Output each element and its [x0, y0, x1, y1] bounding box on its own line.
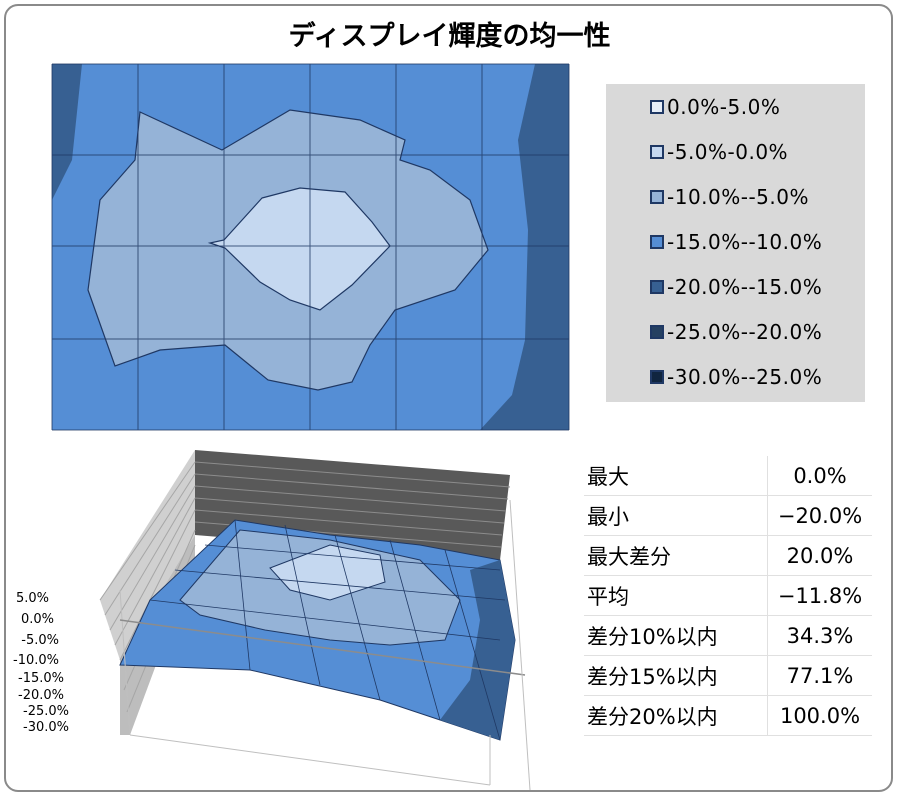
z-tick-label: 5.0%	[15, 591, 49, 606]
legend-swatch	[650, 280, 664, 294]
stat-label: 差分20%以内	[584, 695, 768, 736]
stat-value: 0.0%	[767, 456, 872, 496]
table-row: 最小 −20.0%	[584, 495, 872, 536]
z-tick-label: -10.0%	[13, 653, 59, 668]
legend-label: -20.0%--15.0%	[667, 275, 823, 299]
legend-label: 0.0%-5.0%	[667, 95, 781, 119]
z-tick-label: 0.0%	[20, 612, 54, 627]
legend-swatch	[650, 235, 664, 249]
legend-label: -25.0%--20.0%	[667, 320, 823, 344]
stat-value: 100.0%	[767, 695, 872, 736]
table-row: 差分20%以内 100.0%	[584, 695, 872, 736]
legend-swatch	[650, 100, 664, 114]
stat-value: −11.8%	[767, 575, 872, 616]
legend-label: -15.0%--10.0%	[667, 230, 823, 254]
table-row: 平均 −11.8%	[584, 575, 872, 616]
z-tick-label: -25.0%	[23, 704, 69, 719]
z-tick-label: -5.0%	[21, 633, 59, 648]
legend-swatch	[650, 190, 664, 204]
table-row: 最大差分 20.0%	[584, 535, 872, 576]
legend-swatch	[650, 145, 664, 159]
stat-label: 差分15%以内	[584, 655, 768, 696]
legend-swatch	[650, 370, 664, 384]
z-tick-label: -20.0%	[18, 688, 64, 703]
legend-item: -20.0%--15.0%	[650, 274, 822, 300]
contour-grid	[51, 63, 570, 431]
stat-label: 最大差分	[584, 535, 768, 576]
legend-item: -30.0%--25.0%	[650, 364, 822, 390]
legend-item: -10.0%--5.0%	[650, 184, 809, 210]
legend: 0.0%-5.0% -5.0%-0.0% -10.0%--5.0% -15.0%…	[606, 84, 865, 402]
band-left-dark	[52, 64, 82, 200]
table-row: 差分15%以内 77.1%	[584, 655, 872, 696]
legend-swatch	[650, 325, 664, 339]
stat-label: 平均	[584, 575, 768, 616]
stat-value: −20.0%	[767, 495, 872, 536]
z-axis	[119, 589, 131, 736]
stat-label: 最大	[584, 456, 768, 496]
stat-value: 77.1%	[767, 655, 872, 696]
legend-item: 0.0%-5.0%	[650, 94, 780, 120]
surface-dark-right	[440, 560, 515, 740]
legend-label: -5.0%-0.0%	[667, 140, 789, 164]
legend-item: -25.0%--20.0%	[650, 319, 822, 345]
legend-item: -15.0%--10.0%	[650, 229, 822, 255]
band-center	[207, 187, 391, 311]
table-row: 差分10%以内 34.3%	[584, 615, 872, 656]
legend-label: -30.0%--25.0%	[667, 365, 823, 389]
right-axis	[509, 499, 531, 791]
stat-value: 34.3%	[767, 615, 872, 656]
stat-label: 差分10%以内	[584, 615, 768, 656]
table-row: 最大 0.0%	[584, 456, 872, 496]
z-tick-label: -15.0%	[18, 671, 64, 686]
surface-mesh	[149, 519, 506, 741]
legend-label: -10.0%--5.0%	[667, 185, 809, 209]
legend-item: -5.0%-0.0%	[650, 139, 788, 165]
stat-label: 最小	[584, 495, 768, 536]
stat-value: 20.0%	[767, 535, 872, 576]
x-axis	[119, 619, 526, 676]
chart-title: ディスプレイ輝度の均一性	[288, 21, 611, 52]
stats-table: 最大 0.0% 最小 −20.0% 最大差分 20.0% 平均 −11.8% 差…	[584, 456, 872, 736]
floor-edge	[129, 734, 491, 786]
z-tick-label: -30.0%	[23, 720, 69, 735]
